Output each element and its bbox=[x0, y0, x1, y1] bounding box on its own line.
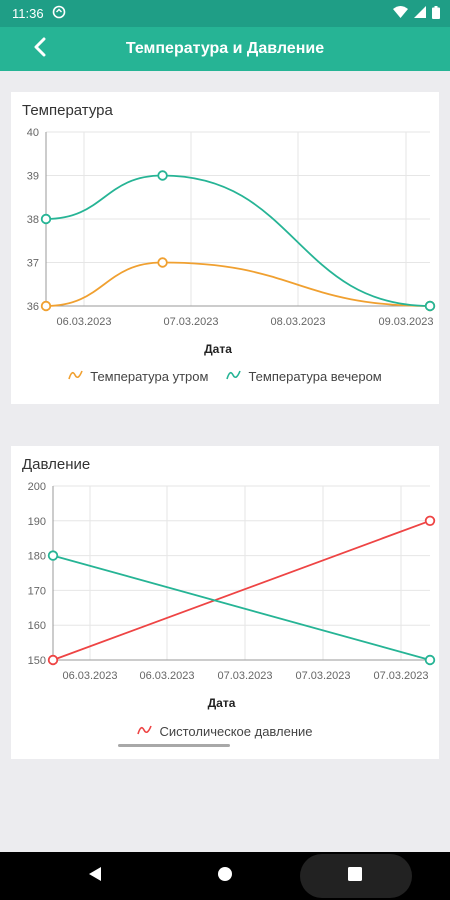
x-tick-label: 06.03.2023 bbox=[139, 670, 194, 682]
temperature-legend: Температура утром Температура вечером bbox=[11, 369, 439, 384]
nav-recents-button[interactable] bbox=[330, 852, 380, 900]
nav-back-button[interactable] bbox=[70, 852, 120, 900]
pressure-card: Давление 150 160 170 180 190 200 06.03.2023 06.… bbox=[11, 446, 439, 759]
temperature-chart: 36 37 38 39 40 06.03.2023 07.03.2023 08.03.2023… bbox=[27, 127, 436, 356]
y-tick-label: 160 bbox=[28, 620, 46, 632]
status-left: 11:36 bbox=[12, 5, 66, 22]
y-tick-label: 40 bbox=[27, 127, 39, 139]
legend-label-systolic: Систолическое давление bbox=[159, 724, 313, 739]
x-tick-label: 07.03.2023 bbox=[163, 316, 218, 328]
data-point-0 bbox=[157, 257, 168, 268]
back-arrow-icon bbox=[32, 37, 48, 62]
data-point-1 bbox=[424, 654, 436, 666]
status-time: 11:36 bbox=[12, 6, 44, 21]
data-point-1 bbox=[157, 170, 168, 181]
system-nav-bar bbox=[0, 852, 450, 900]
y-tick-label: 180 bbox=[28, 551, 46, 563]
legend-label-morning: Температура утром bbox=[90, 369, 209, 384]
sync-icon bbox=[52, 5, 66, 22]
x-tick-label: 06.03.2023 bbox=[62, 670, 117, 682]
legend-line-icon bbox=[137, 724, 153, 739]
battery-icon bbox=[432, 5, 440, 22]
status-bar: 11:36 bbox=[0, 0, 450, 27]
data-point-0 bbox=[424, 515, 436, 527]
legend-item-evening[interactable]: Температура вечером bbox=[226, 369, 382, 384]
temperature-card: Температура 36 37 38 39 40 06.03.2023 07.03.20… bbox=[11, 92, 439, 404]
back-button[interactable] bbox=[24, 33, 56, 65]
triangle-back-icon bbox=[88, 866, 102, 887]
signal-icon bbox=[414, 6, 426, 21]
x-axis-label: Дата bbox=[204, 342, 232, 356]
status-right bbox=[393, 5, 440, 22]
legend-line-icon bbox=[68, 369, 84, 384]
y-tick-label: 36 bbox=[27, 301, 39, 313]
x-axis-label: Дата bbox=[208, 696, 236, 710]
scroll-indicator bbox=[118, 744, 230, 747]
x-tick-label: 07.03.2023 bbox=[217, 670, 272, 682]
data-point-0 bbox=[47, 654, 59, 666]
data-point-1 bbox=[47, 550, 59, 561]
pressure-legend: Систолическое давление bbox=[11, 724, 439, 739]
x-tick-label: 08.03.2023 bbox=[270, 316, 325, 328]
y-tick-label: 39 bbox=[27, 171, 39, 183]
pressure-chart: 150 160 170 180 190 200 06.03.2023 06.03.2023 07… bbox=[28, 481, 436, 710]
data-point-0 bbox=[40, 300, 52, 312]
square-recents-icon bbox=[348, 866, 362, 886]
y-tick-label: 150 bbox=[28, 655, 46, 667]
legend-label-evening: Температура вечером bbox=[248, 369, 382, 384]
y-tick-label: 200 bbox=[28, 481, 46, 493]
x-tick-label: 07.03.2023 bbox=[373, 670, 428, 682]
circle-home-icon bbox=[217, 866, 233, 887]
y-tick-label: 37 bbox=[27, 258, 39, 270]
x-tick-label: 09.03.2023 bbox=[378, 316, 433, 328]
legend-item-systolic[interactable]: Систолическое давление bbox=[137, 724, 313, 739]
y-tick-label: 170 bbox=[28, 585, 46, 597]
nav-home-button[interactable] bbox=[200, 852, 250, 900]
y-tick-label: 38 bbox=[27, 214, 39, 226]
temperature-card-title: Температура bbox=[22, 102, 113, 119]
x-tick-label: 06.03.2023 bbox=[56, 316, 111, 328]
data-point-1 bbox=[424, 300, 436, 312]
legend-line-icon bbox=[226, 369, 242, 384]
pressure-card-title: Давление bbox=[22, 456, 91, 473]
series-line-0 bbox=[52, 519, 431, 661]
data-point-1 bbox=[40, 213, 52, 225]
app-bar: Температура и Давление bbox=[0, 27, 450, 71]
page-title: Температура и Давление bbox=[125, 40, 325, 57]
series-line-1 bbox=[45, 174, 431, 307]
legend-item-morning[interactable]: Температура утром bbox=[68, 369, 208, 384]
y-tick-label: 190 bbox=[28, 516, 46, 528]
series-line-0 bbox=[45, 261, 431, 307]
x-tick-label: 07.03.2023 bbox=[295, 670, 350, 682]
wifi-icon bbox=[393, 6, 408, 21]
series-line-1 bbox=[52, 554, 431, 661]
